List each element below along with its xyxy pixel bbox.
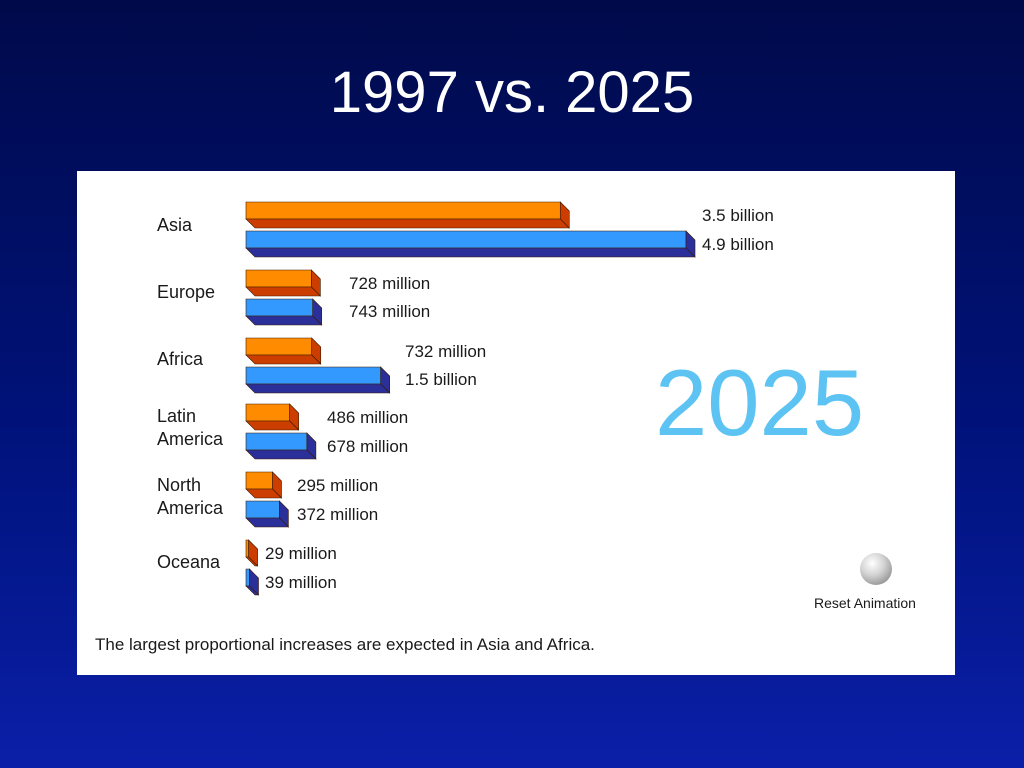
value-label-latin-america-1997: 486 million [327, 408, 409, 427]
category-label-oceana: Oceana [157, 552, 221, 572]
population-bar-chart [245, 201, 696, 596]
category-label-north-america: North America [157, 475, 224, 518]
bar-bottom [245, 354, 322, 365]
category-label-africa: Africa [157, 349, 204, 369]
value-label-oceana-2025: 39 million [265, 573, 337, 592]
category-label-europe: Europe [157, 282, 216, 302]
bar-bottom [245, 488, 283, 499]
bar-africa-series-2 [245, 366, 391, 394]
bar-front [245, 337, 313, 356]
bar-front [245, 432, 308, 451]
value-label-latin-america-2025: 678 million [327, 437, 409, 456]
value-label-africa-2025: 1.5 billion [405, 370, 477, 389]
bar-north-america-series-2 [245, 500, 290, 528]
bar-europe-series-2 [245, 298, 323, 326]
bar-front [245, 298, 314, 317]
bar-oceana-series-1 [245, 539, 259, 567]
bar-asia-series-1 [245, 201, 571, 229]
bar-bottom [245, 556, 259, 567]
chart-footnote: The largest proportional increases are e… [95, 635, 595, 654]
category-label-latin-america: Latin America [157, 406, 224, 449]
value-label-europe-1997: 728 million [349, 274, 431, 293]
bar-bottom [245, 420, 300, 431]
value-label-europe-2025: 743 million [349, 302, 431, 321]
bar-front [245, 500, 280, 519]
bar-latin-america-series-2 [245, 432, 317, 460]
category-label-asia: Asia [157, 215, 193, 235]
bar-bottom [245, 315, 323, 326]
bar-oceana-series-2 [245, 568, 260, 596]
value-label-asia-2025: 4.9 billion [702, 235, 774, 254]
bar-bottom [245, 218, 571, 229]
value-label-africa-1997: 732 million [405, 342, 487, 361]
chart-panel: Asia Europe Africa Latin America North A… [77, 171, 955, 675]
reset-animation-label[interactable]: Reset Animation [814, 595, 916, 611]
bar-bottom [245, 286, 322, 297]
value-label-north-america-1997: 295 million [297, 476, 379, 495]
bar-europe-series-1 [245, 269, 322, 297]
bar-front [245, 230, 687, 249]
bar-bottom [245, 517, 290, 528]
bar-front [245, 471, 273, 490]
bar-front [245, 403, 290, 422]
year-display: 2025 [655, 350, 865, 455]
bar-bottom [245, 383, 391, 394]
value-label-north-america-2025: 372 million [297, 505, 379, 524]
bar-north-america-series-1 [245, 471, 283, 499]
bar-asia-series-2 [245, 230, 696, 258]
bar-bottom [245, 247, 696, 258]
bar-africa-series-1 [245, 337, 322, 365]
bar-front [245, 366, 381, 385]
reset-animation-button[interactable] [860, 553, 892, 585]
bar-bottom [245, 585, 260, 596]
value-label-asia-1997: 3.5 billion [702, 206, 774, 225]
bar-bottom [245, 449, 317, 460]
slide-title: 1997 vs. 2025 [329, 60, 695, 125]
bar-latin-america-series-1 [245, 403, 300, 431]
value-label-oceana-1997: 29 million [265, 544, 337, 563]
bar-front [245, 269, 312, 288]
bar-front [245, 201, 561, 220]
